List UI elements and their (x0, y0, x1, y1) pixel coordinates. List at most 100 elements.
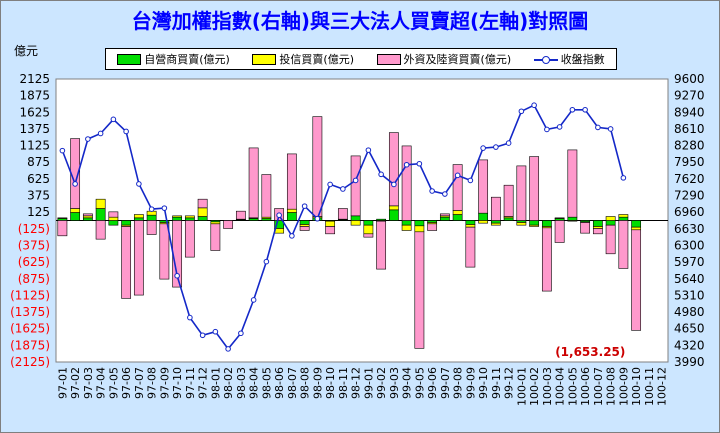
x-tick-label: 98-04 (248, 367, 261, 399)
index-point (212, 328, 219, 335)
x-tick-label: 98-10 (324, 367, 337, 399)
bar-foreign (439, 213, 450, 217)
index-point (123, 128, 129, 135)
left-tick-label: 625 (27, 172, 50, 186)
index-point (289, 233, 295, 239)
left-tick-label: 1625 (19, 105, 50, 119)
bar-trust (57, 217, 68, 219)
legend-label-trust: 投信買賣(億元) (279, 53, 354, 66)
index-point (174, 272, 180, 279)
index-point (403, 161, 410, 168)
bar-trust (567, 220, 578, 222)
bar-dealer (146, 214, 157, 221)
x-tick-label: 100-01 (515, 367, 528, 406)
bar-foreign (350, 155, 361, 217)
bar-dealer (631, 220, 642, 228)
index-point (365, 147, 372, 153)
x-tick-label: 98-12 (350, 367, 363, 399)
bar-foreign (325, 226, 336, 235)
x-tick-label: 97-06 (120, 367, 133, 399)
bar-dealer (414, 220, 425, 227)
x-tick-label: 100-02 (528, 367, 541, 406)
right-tick-label: 9270 (674, 89, 705, 103)
bar-foreign (554, 220, 565, 243)
x-tick-label: 99-11 (490, 367, 503, 399)
right-tick-label: 5970 (674, 255, 705, 269)
x-tick-label: 100-04 (554, 367, 567, 406)
index-point (620, 175, 627, 181)
index-point (378, 171, 384, 178)
index-point (276, 212, 282, 219)
bar-foreign (490, 196, 501, 221)
bar-trust (516, 222, 527, 226)
left-tick-label: 375 (27, 189, 50, 203)
right-tick-label: 9600 (674, 72, 705, 86)
bar-foreign (146, 220, 157, 235)
legend-line-index (533, 55, 558, 64)
x-tick-label: 100-03 (541, 367, 554, 406)
index-point (72, 181, 78, 187)
bar-dealer (401, 220, 412, 226)
bar-dealer (95, 208, 106, 221)
bar-trust (452, 210, 463, 215)
index-point (97, 130, 104, 137)
right-tick-label: 4980 (674, 305, 705, 319)
bar-foreign (592, 228, 603, 235)
x-tick-label: 97-07 (133, 367, 146, 399)
x-tick-label: 97-02 (69, 367, 82, 399)
x-tick-label: 97-10 (171, 367, 184, 399)
left-tick-label: 125 (27, 205, 50, 219)
legend: 自營商買賣(億元) 投信買賣(億元) 外資及陸資買賣(億元) 收盤指數 (105, 48, 617, 70)
bar-trust (350, 220, 361, 226)
left-tick-label: (875) (18, 272, 50, 286)
bar-dealer (541, 220, 552, 227)
bar-dealer (605, 220, 616, 226)
bar-foreign (567, 149, 578, 218)
bar-foreign (312, 116, 323, 217)
legend-label-dealer: 自營商買賣(億元) (144, 53, 230, 66)
index-point (544, 126, 550, 133)
x-tick-label: 100-08 (605, 367, 618, 406)
x-tick-label: 99-04 (401, 367, 414, 399)
bar-foreign (261, 174, 272, 218)
left-tick-label: (1875) (10, 338, 50, 352)
index-point (454, 172, 461, 179)
bar-foreign (299, 226, 310, 231)
index-point (429, 188, 435, 194)
bar-foreign (121, 226, 132, 299)
bar-dealer (529, 220, 540, 226)
bar-trust (197, 207, 208, 217)
right-tick-label: 7950 (674, 155, 705, 169)
bar-foreign (427, 223, 438, 231)
x-tick-label: 99-12 (503, 367, 516, 399)
index-point (556, 124, 563, 130)
bar-dealer (299, 220, 310, 225)
index-point (416, 160, 423, 167)
bar-dealer (121, 220, 132, 226)
x-tick-label: 100-06 (579, 367, 592, 406)
bar-foreign (184, 220, 195, 258)
bar-trust (478, 220, 489, 224)
index-point (493, 144, 499, 150)
x-tick-label: 98-11 (337, 367, 350, 399)
legend-item-dealer: 自營商買賣(億元) (117, 51, 230, 67)
x-tick-label: 100-05 (566, 367, 579, 406)
bar-foreign (618, 220, 629, 269)
left-tick-label: 1375 (19, 122, 50, 136)
legend-swatch-dealer (117, 53, 142, 65)
bar-foreign (516, 165, 527, 221)
x-tick-label: 97-08 (146, 367, 159, 399)
bar-trust (401, 224, 412, 231)
right-tick-label: 7290 (674, 189, 705, 203)
x-tick-label: 100-09 (617, 367, 630, 406)
left-tick-label: (625) (18, 255, 50, 269)
right-tick-label: 5640 (674, 272, 705, 286)
x-tick-label: 99-02 (375, 367, 388, 399)
bar-dealer (503, 217, 514, 221)
bar-foreign (414, 231, 425, 349)
left-tick-label: (1125) (10, 288, 50, 302)
index-point (340, 186, 346, 192)
x-tick-label: 98-03 (235, 367, 248, 399)
legend-swatch-foreign (376, 53, 401, 65)
